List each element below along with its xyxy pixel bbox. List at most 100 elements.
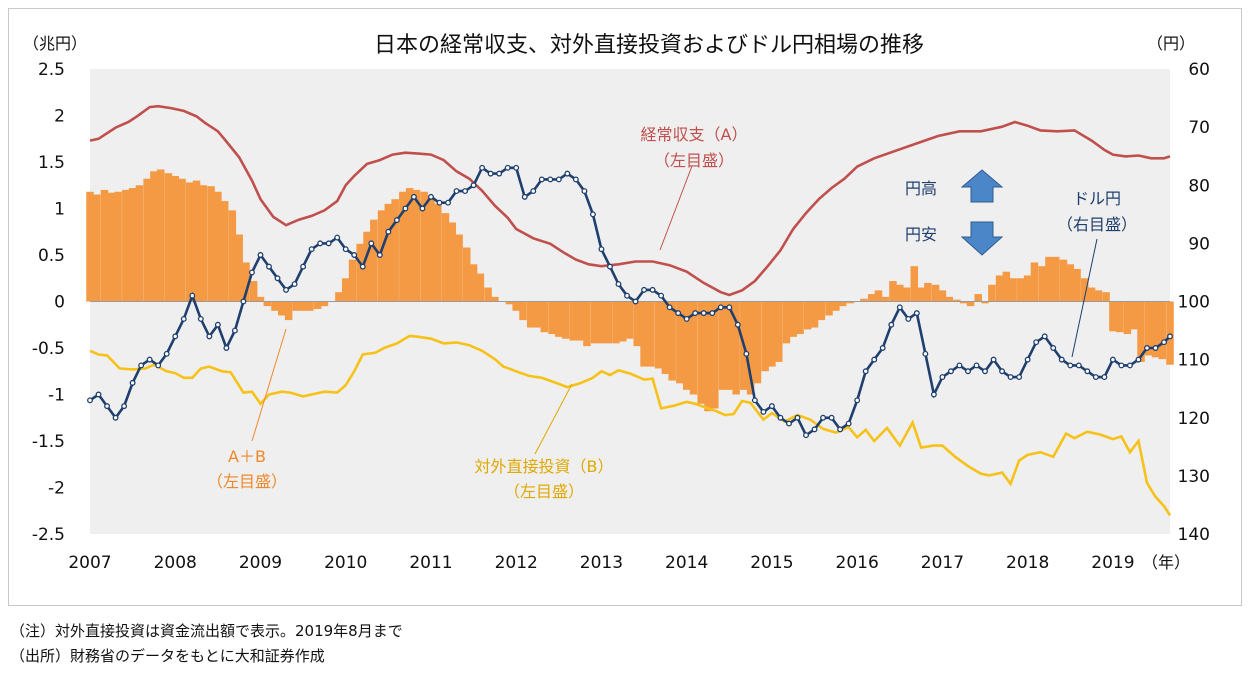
usdjpy-point-97 [913, 310, 920, 317]
usdjpy-point-59 [589, 211, 596, 218]
usdjpy-point-109 [1016, 374, 1023, 381]
ab-bar-142 [1094, 290, 1103, 302]
usdjpy-point-105 [982, 368, 988, 375]
usdjpy-point-103 [965, 368, 971, 375]
usdjpy-point-56 [564, 170, 571, 177]
ab-bar-133 [1030, 262, 1039, 302]
ab-bar-126 [981, 301, 989, 304]
x-tick-8: 2015 [750, 553, 793, 573]
ab-bar-26 [271, 301, 279, 311]
ab-leader-line [251, 328, 287, 442]
ab-bar-57 [491, 296, 499, 302]
arrow-up-icon [960, 169, 1004, 203]
usdjpy-point-64 [632, 298, 639, 305]
ab-bar-82 [668, 301, 676, 381]
ab-bar-8 [143, 178, 151, 302]
ab-bar-0 [86, 191, 94, 302]
usdjpy-point-102 [956, 362, 963, 369]
left-tick-5: 0 [54, 293, 65, 313]
ab-bar-115 [902, 287, 911, 302]
ab-bar-48 [427, 197, 435, 302]
usdjpy-point-117 [1084, 368, 1091, 375]
usdjpy-markers-group [87, 164, 1173, 439]
ab-bar-6 [128, 188, 137, 302]
usdjpy-point-27 [317, 240, 324, 247]
ab-bar-44 [399, 191, 407, 302]
x-tick-7: 2014 [665, 553, 708, 573]
x-tick-11: 2018 [1006, 553, 1049, 573]
ab-bar-140 [1081, 278, 1089, 302]
ab-bar-123 [959, 301, 968, 304]
usdjpy-point-23 [283, 286, 290, 293]
ab-bar-112 [881, 296, 890, 302]
usdjpy-point-50 [513, 164, 520, 171]
ab-bar-11 [164, 173, 173, 302]
usdjpy-point-66 [649, 286, 656, 293]
usdjpy-point-20 [257, 252, 264, 258]
usdjpy-point-11 [180, 315, 187, 322]
note-fdi: （注）対外直接投資は資金流出額で表示。2019年8月まで [10, 622, 403, 640]
weak-yen-label: 円安 [905, 225, 937, 244]
usd-label: ドル円 [1073, 189, 1121, 208]
usdjpy-point-35 [385, 228, 392, 235]
usdjpy-point-63 [624, 292, 630, 299]
ab-bar-38 [356, 243, 364, 302]
ab-bar-119 [931, 284, 940, 302]
usdjpy-point-18 [240, 298, 247, 305]
usdjpy-point-81 [777, 414, 784, 421]
ab-bar-45 [405, 188, 414, 302]
usdjpy-point-49 [504, 164, 511, 171]
usdjpy-point-125 [1152, 345, 1159, 351]
usdjpy-point-21 [266, 263, 272, 270]
usdjpy-point-12 [189, 292, 196, 299]
ab-bar-131 [1017, 278, 1025, 302]
ab-bar-52 [455, 234, 463, 302]
x-tick-1: 2008 [154, 553, 197, 573]
fdi-label: 対外直接投資（B） [475, 457, 614, 476]
ab-bar-4 [114, 191, 122, 302]
ab-bar-2 [100, 189, 109, 302]
ab-bar-73 [604, 301, 613, 344]
current-account-line [89, 104, 1171, 297]
ab-bar-107 [846, 301, 855, 304]
usdjpy-point-7 [146, 356, 153, 363]
ab-bar-96 [768, 301, 776, 367]
ab-bar-84 [682, 301, 691, 390]
usdjpy-point-73 [709, 310, 716, 317]
usdjpy-point-37 [402, 205, 409, 212]
x-tick-0: 2007 [68, 553, 111, 573]
usdjpy-point-33 [368, 240, 375, 247]
arrow-down-icon [960, 221, 1004, 256]
ab-bar-105 [832, 301, 840, 311]
usdjpy-point-126 [1161, 339, 1167, 346]
usdjpy-point-19 [249, 269, 255, 276]
ab-bar-42 [384, 203, 393, 302]
ab-bar-16 [199, 185, 208, 302]
ab-bar-35 [335, 292, 343, 302]
usdjpy-point-68 [666, 304, 673, 311]
ab-bar-31 [306, 301, 314, 311]
usdjpy-point-99 [930, 391, 937, 398]
ab-bar-109 [860, 298, 868, 302]
ab-bar-138 [1066, 264, 1075, 302]
usdjpy-point-30 [342, 246, 349, 253]
usdjpy-point-79 [760, 408, 767, 415]
ab-bar-68 [569, 301, 578, 341]
usdjpy-point-100 [939, 374, 946, 381]
ab-bar-78 [640, 301, 648, 367]
usdjpy-point-120 [1109, 356, 1116, 363]
usdjpy-point-108 [1007, 374, 1014, 381]
left-tick-4: 0.5 [38, 246, 65, 266]
usdjpy-point-114 [1058, 356, 1065, 363]
right-tick-3: 90 [1188, 234, 1210, 254]
ab-bar-62 [526, 301, 535, 328]
usdjpy-point-116 [1075, 362, 1082, 369]
ab-bar-56 [484, 287, 492, 302]
ab-bar-146 [1123, 301, 1132, 335]
ab-bar-74 [612, 301, 620, 344]
usdjpy-point-101 [947, 368, 954, 375]
right-tick-7: 130 [1178, 467, 1210, 487]
usdjpy-point-54 [547, 176, 554, 183]
usdjpy-point-43 [453, 188, 460, 195]
ab-bar-32 [313, 301, 322, 309]
